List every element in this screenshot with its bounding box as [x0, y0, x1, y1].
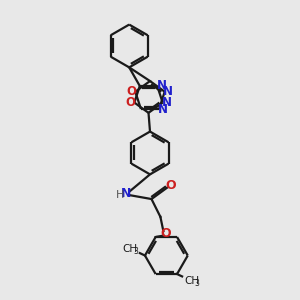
- Text: N: N: [158, 103, 168, 116]
- Text: 3: 3: [195, 279, 200, 288]
- Text: O: O: [165, 179, 175, 192]
- Text: CH: CH: [122, 244, 138, 254]
- Text: H: H: [116, 190, 124, 200]
- Text: O: O: [125, 96, 135, 109]
- Text: N: N: [156, 79, 167, 92]
- Text: 3: 3: [133, 248, 138, 256]
- Text: N: N: [121, 187, 131, 200]
- Text: O: O: [160, 227, 171, 240]
- Text: N: N: [162, 96, 172, 109]
- Text: CH: CH: [184, 276, 200, 286]
- Text: O: O: [127, 85, 137, 98]
- Text: N: N: [163, 85, 173, 98]
